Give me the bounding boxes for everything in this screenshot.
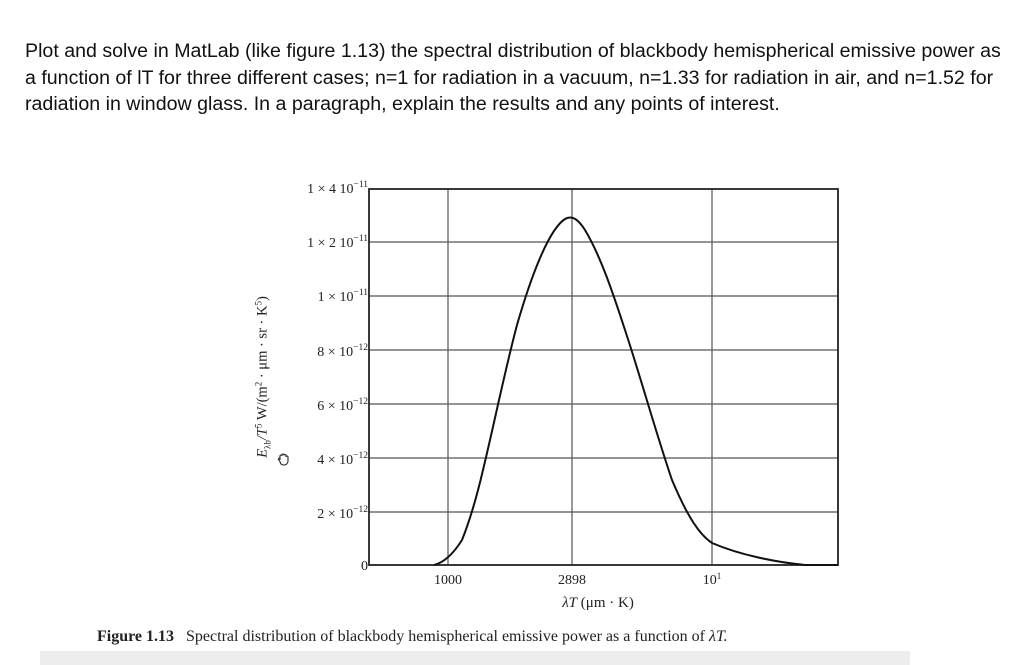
y-tick-label: 0 [361, 559, 368, 574]
y-tick-label: 1 × 2 10−11 [307, 234, 368, 251]
figure-caption: Figure 1.13 Spectral distribution of blac… [97, 628, 728, 645]
y-tick-label: 2 × 10−12 [317, 505, 368, 522]
y-tick-label: 6 × 10−12 [317, 397, 368, 414]
y-tick-label: 1 × 10−11 [317, 288, 368, 305]
x-tick-label: 101 [702, 571, 722, 588]
question-text: Plot and solve in MatLab (like figure 1.… [25, 40, 1001, 115]
bottom-shade [40, 651, 910, 665]
y-tick-label: 4 × 10−12 [317, 451, 368, 468]
y-tick-label: 1 × 4 10−11 [307, 180, 368, 197]
emissive-power-curve [433, 216, 838, 567]
x-tick-label: 2898 [558, 573, 586, 588]
x-tick-label: 1000 [434, 573, 462, 588]
grid-lines [369, 189, 838, 565]
y-tick-label: 8 × 10−12 [317, 343, 368, 360]
hand-cursor-icon [277, 453, 289, 466]
y-axis-label: Eλb/T5 W/(m2 · μm · sr · K5) [253, 296, 273, 458]
x-axis-label: λT (μm · K) [562, 595, 634, 611]
plot-frame [368, 188, 839, 566]
